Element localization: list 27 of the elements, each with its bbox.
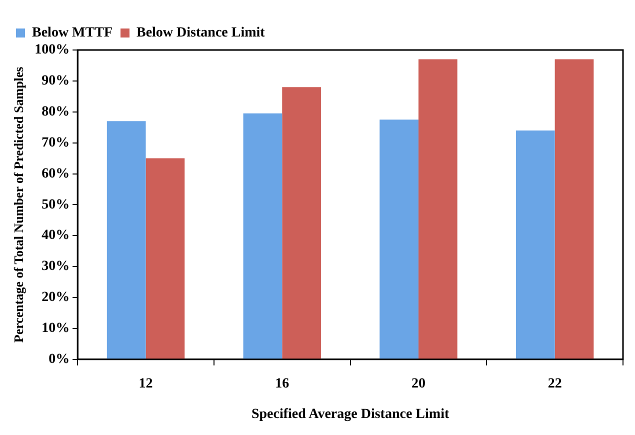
y-tick-label: 0% bbox=[48, 352, 70, 368]
y-tick-label: 50% bbox=[42, 197, 70, 212]
x-tick-label: 22 bbox=[548, 376, 562, 392]
y-tick-label: 70% bbox=[42, 135, 70, 150]
y-tick-label: 20% bbox=[42, 290, 70, 306]
bar bbox=[106, 121, 146, 359]
y-tick-label: 100% bbox=[34, 42, 70, 58]
y-tick-label: 30% bbox=[42, 259, 70, 274]
x-tick-label: 20 bbox=[411, 376, 426, 392]
bar bbox=[282, 87, 321, 359]
x-axis-title: Specified Average Distance Limit bbox=[251, 407, 450, 422]
y-tick-label: 90% bbox=[42, 74, 70, 89]
bar bbox=[243, 113, 282, 359]
x-tick-label: 12 bbox=[138, 376, 153, 392]
y-tick-label: 10% bbox=[42, 321, 70, 336]
bar bbox=[516, 130, 555, 359]
bar bbox=[418, 59, 458, 359]
bar bbox=[380, 120, 418, 359]
bar bbox=[554, 59, 594, 359]
y-axis-title: Percentage of Total Number of Predicted Samples bbox=[11, 66, 26, 343]
legend-label: Below Distance Limit bbox=[136, 26, 266, 41]
y-tick-label: 80% bbox=[42, 104, 70, 120]
y-tick-label: 40% bbox=[42, 228, 70, 244]
bar bbox=[146, 158, 185, 359]
x-tick-label: 16 bbox=[275, 376, 290, 392]
legend-label: Below MTTF bbox=[32, 26, 112, 41]
y-tick-label: 60% bbox=[42, 166, 70, 182]
